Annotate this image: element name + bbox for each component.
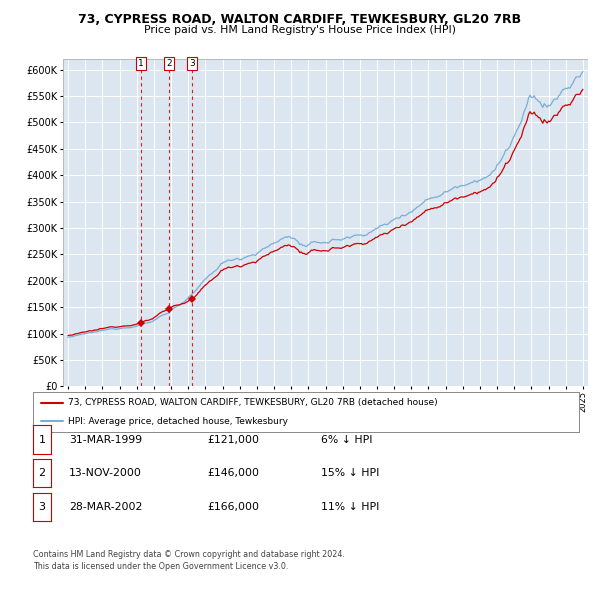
Text: This data is licensed under the Open Government Licence v3.0.: This data is licensed under the Open Gov… [33, 562, 289, 571]
Text: Price paid vs. HM Land Registry's House Price Index (HPI): Price paid vs. HM Land Registry's House … [144, 25, 456, 35]
Text: 31-MAR-1999: 31-MAR-1999 [69, 435, 142, 444]
Text: 73, CYPRESS ROAD, WALTON CARDIFF, TEWKESBURY, GL20 7RB: 73, CYPRESS ROAD, WALTON CARDIFF, TEWKES… [79, 13, 521, 26]
Text: 1: 1 [38, 435, 46, 444]
Text: 6% ↓ HPI: 6% ↓ HPI [321, 435, 373, 444]
Text: 28-MAR-2002: 28-MAR-2002 [69, 502, 142, 512]
Text: 2: 2 [38, 468, 46, 478]
Text: £166,000: £166,000 [207, 502, 259, 512]
Text: £121,000: £121,000 [207, 435, 259, 444]
Text: 15% ↓ HPI: 15% ↓ HPI [321, 468, 379, 478]
Text: 73, CYPRESS ROAD, WALTON CARDIFF, TEWKESBURY, GL20 7RB (detached house): 73, CYPRESS ROAD, WALTON CARDIFF, TEWKES… [68, 398, 438, 407]
Text: 3: 3 [38, 502, 46, 512]
Text: 11% ↓ HPI: 11% ↓ HPI [321, 502, 379, 512]
Text: Contains HM Land Registry data © Crown copyright and database right 2024.: Contains HM Land Registry data © Crown c… [33, 550, 345, 559]
Text: £146,000: £146,000 [207, 468, 259, 478]
Text: HPI: Average price, detached house, Tewkesbury: HPI: Average price, detached house, Tewk… [68, 417, 289, 425]
Text: 1: 1 [138, 59, 144, 68]
Text: 13-NOV-2000: 13-NOV-2000 [69, 468, 142, 478]
Text: 3: 3 [190, 59, 195, 68]
Text: 2: 2 [166, 59, 172, 68]
